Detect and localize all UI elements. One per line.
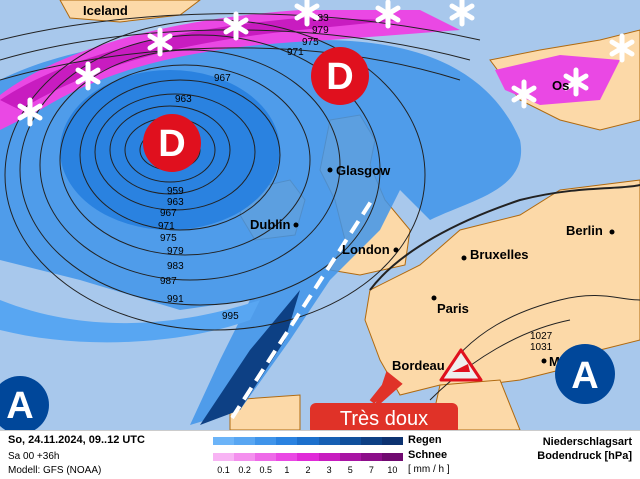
weather-map: 983 979 975 971 967 963 959 963 967 971 …: [0, 0, 640, 430]
rain-label: Regen: [408, 434, 442, 446]
svg-text:979: 979: [167, 246, 184, 257]
svg-text:Berlin: Berlin: [566, 223, 603, 238]
svg-text:967: 967: [214, 73, 231, 84]
svg-text:A: A: [6, 385, 33, 427]
svg-text:987: 987: [160, 276, 177, 287]
svg-text:London: London: [342, 242, 390, 257]
snow-swatch: [213, 453, 235, 461]
snow-label: Schnee: [408, 449, 448, 461]
svg-text:975: 975: [160, 233, 177, 244]
low-pressure-center: D: [311, 47, 369, 105]
scale-tick: 3: [326, 465, 332, 475]
low-pressure-center: D: [143, 114, 201, 172]
scale-tick: 5: [347, 465, 353, 475]
svg-text:Iceland: Iceland: [83, 3, 128, 18]
snow-swatch: [381, 453, 403, 461]
scale-ticks: 0.1 0.2 0.5 1 2 3 5 7 10: [213, 465, 403, 475]
svg-text:1031: 1031: [530, 342, 553, 353]
scale-tick: 10: [387, 465, 398, 475]
svg-text:995: 995: [222, 311, 239, 322]
city-labels: Iceland Glasgow Dublin London Bruxelles …: [83, 3, 615, 373]
svg-text:D: D: [326, 56, 353, 98]
snow-swatch: [318, 453, 340, 461]
svg-text:975: 975: [302, 37, 319, 48]
rain-swatch: [297, 437, 319, 445]
high-pressure-center: A: [0, 376, 49, 430]
svg-text:963: 963: [175, 94, 192, 105]
svg-text:991: 991: [167, 294, 184, 305]
svg-text:979: 979: [312, 25, 329, 36]
snow-swatch: [255, 453, 277, 461]
forecast-run: Sa 00 +36h: [8, 451, 60, 462]
model-name: Modell: GFS (NOAA): [8, 465, 102, 476]
legend: So, 24.11.2024, 09..12 UTC Sa 00 +36h Mo…: [0, 430, 640, 479]
svg-text:983: 983: [312, 13, 329, 24]
rain-swatch: [234, 437, 256, 445]
scale-tick: 1: [284, 465, 290, 475]
snow-swatch: [276, 453, 298, 461]
scale-tick: 7: [368, 465, 374, 475]
rain-swatch: [318, 437, 340, 445]
snow-swatch: [297, 453, 319, 461]
svg-text:Paris: Paris: [437, 301, 469, 316]
forecast-date: So, 24.11.2024, 09..12 UTC: [8, 434, 145, 446]
svg-text:D: D: [158, 123, 185, 165]
arrow-icon: [369, 370, 403, 410]
svg-text:M: M: [549, 354, 560, 369]
scale-tick: 0.2: [238, 465, 251, 475]
wind-warning-icon: [439, 348, 483, 382]
svg-text:967: 967: [160, 208, 177, 219]
svg-text:983: 983: [167, 261, 184, 272]
svg-text:Dublin: Dublin: [250, 217, 290, 232]
svg-text:A: A: [571, 355, 598, 397]
svg-text:Bruxelles: Bruxelles: [470, 247, 529, 262]
temperature-badge: Très doux: [310, 403, 458, 435]
high-pressure-center: A: [555, 344, 615, 404]
svg-text:963: 963: [167, 197, 184, 208]
legend-title-pressure: Bodendruck [hPa]: [537, 450, 632, 462]
svg-text:1027: 1027: [530, 331, 553, 342]
rain-swatch: [276, 437, 298, 445]
rain-swatch: [360, 437, 382, 445]
snow-color-scale: [213, 453, 403, 461]
snow-swatch: [234, 453, 256, 461]
svg-text:Os: Os: [552, 78, 569, 93]
svg-text:959: 959: [167, 186, 184, 197]
snow-swatch: [360, 453, 382, 461]
legend-title-precip: Niederschlagsart: [542, 436, 632, 448]
svg-text:Glasgow: Glasgow: [336, 163, 391, 178]
rain-swatch: [255, 437, 277, 445]
unit-label: [ mm / h ]: [408, 464, 450, 475]
scale-tick: 2: [305, 465, 311, 475]
scale-tick: 0.1: [217, 465, 230, 475]
snowflake-icons: [17, 0, 635, 127]
rain-swatch: [381, 437, 403, 445]
svg-text:971: 971: [287, 47, 304, 58]
rain-swatch: [339, 437, 361, 445]
rain-color-scale: [213, 437, 403, 445]
snow-swatch: [339, 453, 361, 461]
svg-text:971: 971: [158, 221, 175, 232]
rain-swatch: [213, 437, 235, 445]
svg-text:Bordeau: Bordeau: [392, 358, 445, 373]
scale-tick: 0.5: [259, 465, 273, 475]
isobar-labels: 983 979 975 971 967 963 959 963 967 971 …: [158, 13, 553, 353]
